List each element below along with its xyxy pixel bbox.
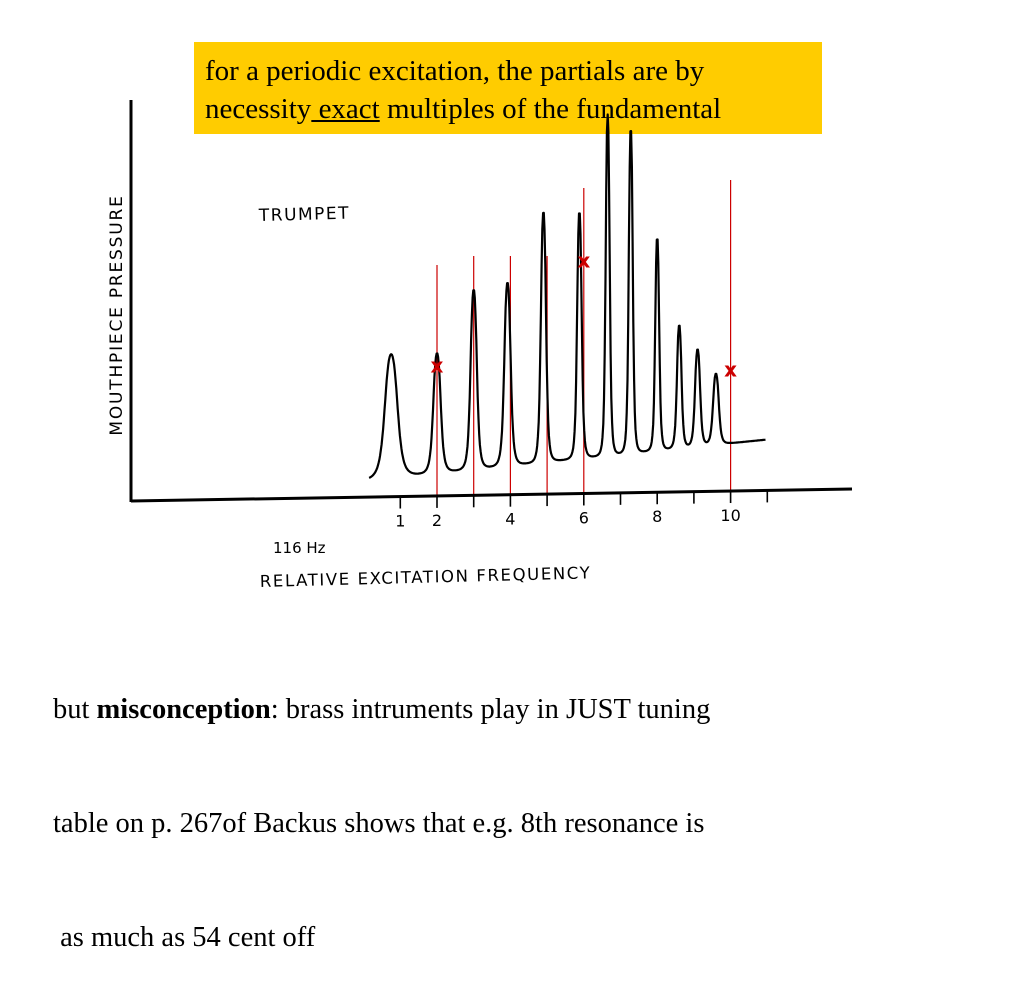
x-marker: x [577, 249, 590, 273]
caption: but misconception: brass intruments play… [53, 615, 993, 995]
callout-line-1: for a periodic excitation, the partials … [205, 55, 705, 87]
x-marker: x [724, 357, 737, 381]
callout-rest: multiples of the fundamental [379, 93, 722, 125]
x-tick-label: 2 [432, 511, 442, 530]
annotation-116hz: 116 Hz [273, 539, 326, 557]
caption-line-1: but misconception: brass intruments play… [53, 691, 993, 729]
y-axis-label: MOUTHPIECE PRESSURE [107, 194, 127, 435]
x-axis [130, 487, 853, 503]
caption-rest: : brass intruments play in JUST tuning [270, 694, 711, 725]
chart-title: TRUMPET [258, 204, 351, 226]
x-tick-label: 4 [505, 510, 515, 529]
x-tick-label: 6 [579, 508, 589, 527]
pressure-curve [368, 113, 766, 479]
markers: x x x [431, 249, 738, 382]
caption-line-3: as much as 54 cent off [53, 922, 316, 953]
x-tick-labels: 1 2 4 6 8 10 [395, 506, 741, 530]
caption-line-2: table on p. 267of Backus shows that e.g.… [53, 808, 705, 839]
callout-line-2: necessity exact multiples of the fundame… [205, 90, 812, 128]
x-marker: x [431, 354, 444, 378]
callout-box: for a periodic excitation, the partials … [194, 42, 822, 134]
x-tick-label: 8 [652, 507, 662, 526]
x-tick-label: 1 [395, 512, 405, 531]
trumpet-resonance-chart: 1 2 4 6 8 10 xxx TRUMPET MOUTHPIECE PRESSURE … [107, 100, 853, 591]
callout-necessity: necessity [205, 93, 312, 125]
caption-misconception: misconception [96, 694, 271, 725]
x-tick-label: 10 [720, 506, 740, 525]
callout-exact: exact [311, 93, 380, 125]
caption-but: but [53, 694, 97, 725]
x-axis-label: RELATIVE EXCITATION FREQUENCY [260, 563, 592, 591]
x-ticks [399, 490, 769, 509]
